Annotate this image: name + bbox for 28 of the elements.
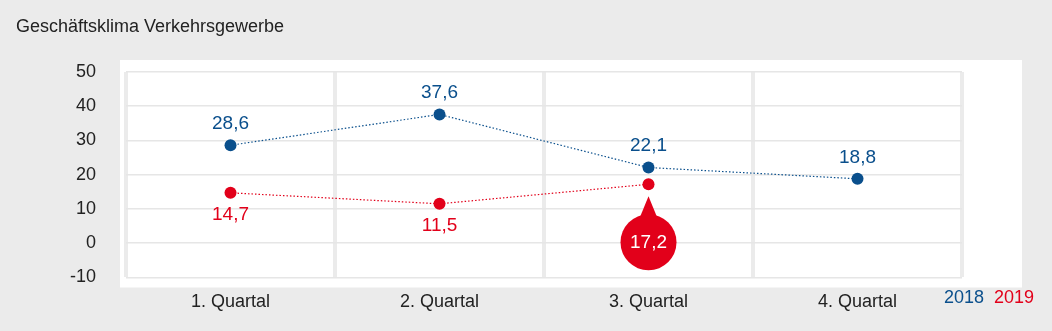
y-tick-label: -10 (70, 266, 97, 287)
point (433, 197, 446, 210)
text: 2019 (993, 287, 1034, 309)
point (851, 172, 864, 185)
data-label: 11,5 (421, 213, 458, 235)
data-label: 22,1 (630, 134, 667, 156)
data-label: 28,6 (212, 111, 250, 133)
point (642, 161, 655, 174)
x-tick-label: 1. Quartal (190, 291, 271, 312)
y-tick-label: 20 (75, 163, 97, 184)
y-tick-label: 50 (75, 60, 97, 81)
point (224, 139, 237, 152)
point (433, 108, 446, 121)
data-label: 14,7 (212, 202, 250, 224)
x-tick-label: 3. Quartal (608, 291, 689, 312)
data-label: 17,2 (630, 230, 667, 252)
y-tick-label: 40 (75, 95, 97, 116)
y-tick-label: 30 (75, 129, 97, 150)
point (642, 178, 655, 191)
data-label: 18,8 (839, 145, 876, 167)
data-label: 37,6 (421, 81, 458, 103)
y-tick-label: 10 (75, 197, 97, 218)
x-tick-label: 2. Quartal (399, 291, 480, 312)
point (224, 186, 237, 199)
chart-title: Geschäftsklima Verkehrsgewerbe (16, 16, 285, 37)
text: 2018 (943, 287, 984, 309)
x-tick-label: 4. Quartal (817, 291, 898, 312)
y-tick-label: 0 (86, 232, 97, 253)
